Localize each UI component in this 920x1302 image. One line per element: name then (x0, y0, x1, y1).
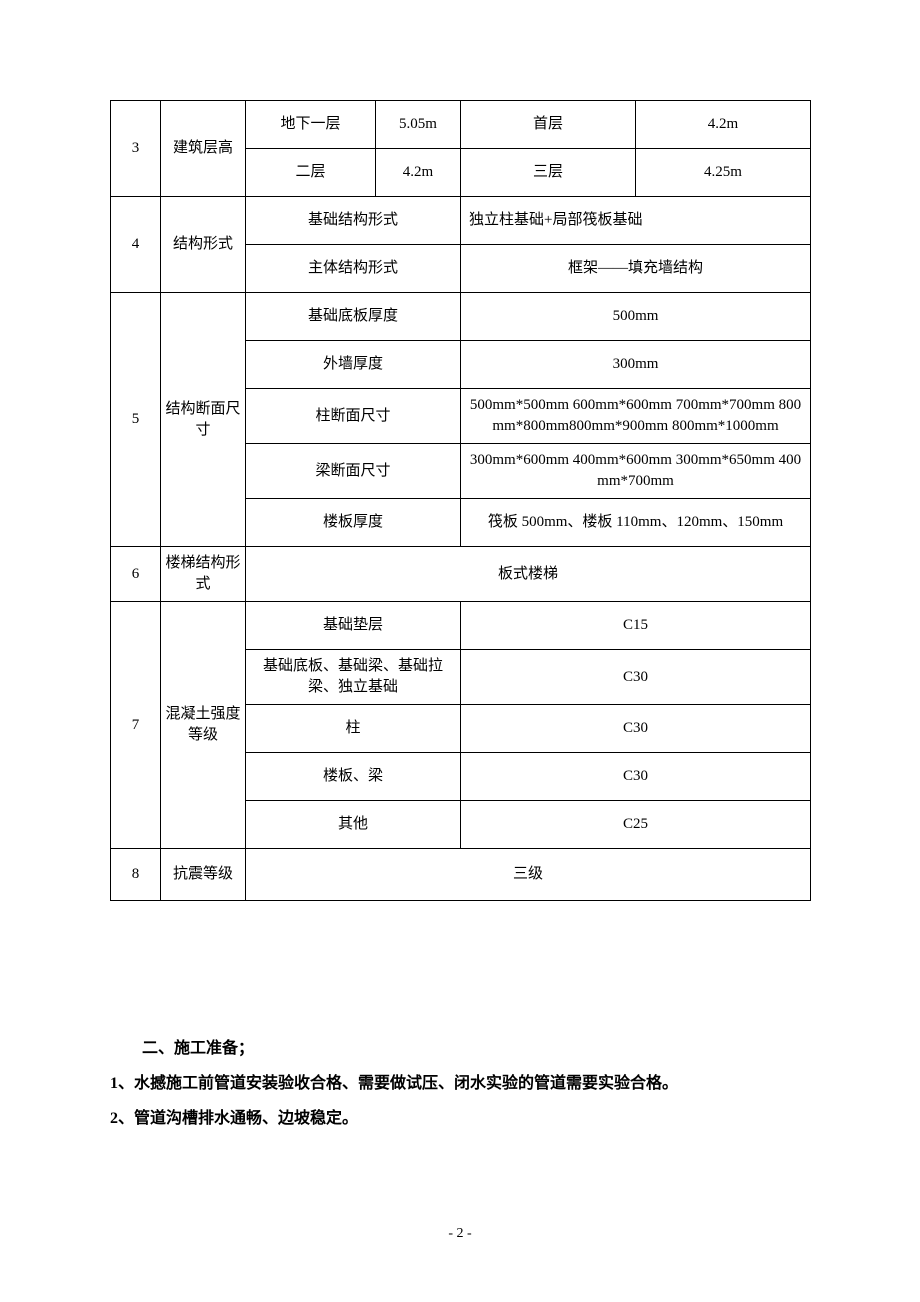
cell: 4.2m (636, 101, 811, 149)
cell: 框架——填充墙结构 (461, 245, 811, 293)
cell: 二层 (246, 149, 376, 197)
cell: 首层 (461, 101, 636, 149)
cell: 三级 (246, 849, 811, 901)
cell: C15 (461, 602, 811, 650)
cell: 梁断面尺寸 (246, 444, 461, 499)
cell: 基础底板、基础梁、基础拉梁、独立基础 (246, 650, 461, 705)
cell-idx: 6 (111, 547, 161, 602)
cell-idx: 3 (111, 101, 161, 197)
cell-label: 结构断面尺寸 (161, 293, 246, 547)
cell-label: 抗震等级 (161, 849, 246, 901)
cell: 柱断面尺寸 (246, 389, 461, 444)
cell: 300mm (461, 341, 811, 389)
cell-idx: 5 (111, 293, 161, 547)
cell-label: 楼梯结构形式 (161, 547, 246, 602)
cell: 基础结构形式 (246, 197, 461, 245)
page-content: 3 建筑层高 地下一层 5.05m 首层 4.2m 二层 4.2m 三层 4.2… (0, 0, 920, 1137)
cell: 三层 (461, 149, 636, 197)
cell-label: 结构形式 (161, 197, 246, 293)
cell: 地下一层 (246, 101, 376, 149)
cell: 500mm (461, 293, 811, 341)
table-row: 8 抗震等级 三级 (111, 849, 811, 901)
cell: 基础垫层 (246, 602, 461, 650)
cell: 5.05m (376, 101, 461, 149)
cell: 500mm*500mm 600mm*600mm 700mm*700mm 800m… (461, 389, 811, 444)
page-number: - 2 - (0, 1226, 920, 1242)
table-row: 4 结构形式 基础结构形式 独立柱基础+局部筏板基础 (111, 197, 811, 245)
list-item: 1、水撼施工前管道安装验收合格、需要做试压、闭水实验的管道需要实验合格。 (110, 1066, 810, 1101)
spec-table: 3 建筑层高 地下一层 5.05m 首层 4.2m 二层 4.2m 三层 4.2… (110, 100, 811, 901)
cell-idx: 8 (111, 849, 161, 901)
cell: C30 (461, 650, 811, 705)
cell: C30 (461, 705, 811, 753)
table-row: 3 建筑层高 地下一层 5.05m 首层 4.2m (111, 101, 811, 149)
cell-label: 混凝土强度等级 (161, 602, 246, 849)
section-heading: 二、施工准备； (110, 1031, 810, 1066)
table-row: 7 混凝土强度等级 基础垫层 C15 (111, 602, 811, 650)
cell-idx: 4 (111, 197, 161, 293)
cell: 基础底板厚度 (246, 293, 461, 341)
table-row: 6 楼梯结构形式 板式楼梯 (111, 547, 811, 602)
cell: 4.25m (636, 149, 811, 197)
text-section: 二、施工准备； 1、水撼施工前管道安装验收合格、需要做试压、闭水实验的管道需要实… (110, 1031, 810, 1137)
table-row: 5 结构断面尺寸 基础底板厚度 500mm (111, 293, 811, 341)
cell: C25 (461, 801, 811, 849)
cell: 楼板厚度 (246, 499, 461, 547)
cell: 板式楼梯 (246, 547, 811, 602)
cell: 独立柱基础+局部筏板基础 (461, 197, 811, 245)
cell: 4.2m (376, 149, 461, 197)
cell: 楼板、梁 (246, 753, 461, 801)
cell: 柱 (246, 705, 461, 753)
cell: 主体结构形式 (246, 245, 461, 293)
cell: C30 (461, 753, 811, 801)
cell: 其他 (246, 801, 461, 849)
cell: 外墙厚度 (246, 341, 461, 389)
cell: 筏板 500mm、楼板 110mm、120mm、150mm (461, 499, 811, 547)
list-item: 2、管道沟槽排水通畅、边坡稳定。 (110, 1101, 810, 1136)
cell: 300mm*600mm 400mm*600mm 300mm*650mm 400m… (461, 444, 811, 499)
cell-idx: 7 (111, 602, 161, 849)
cell-label: 建筑层高 (161, 101, 246, 197)
